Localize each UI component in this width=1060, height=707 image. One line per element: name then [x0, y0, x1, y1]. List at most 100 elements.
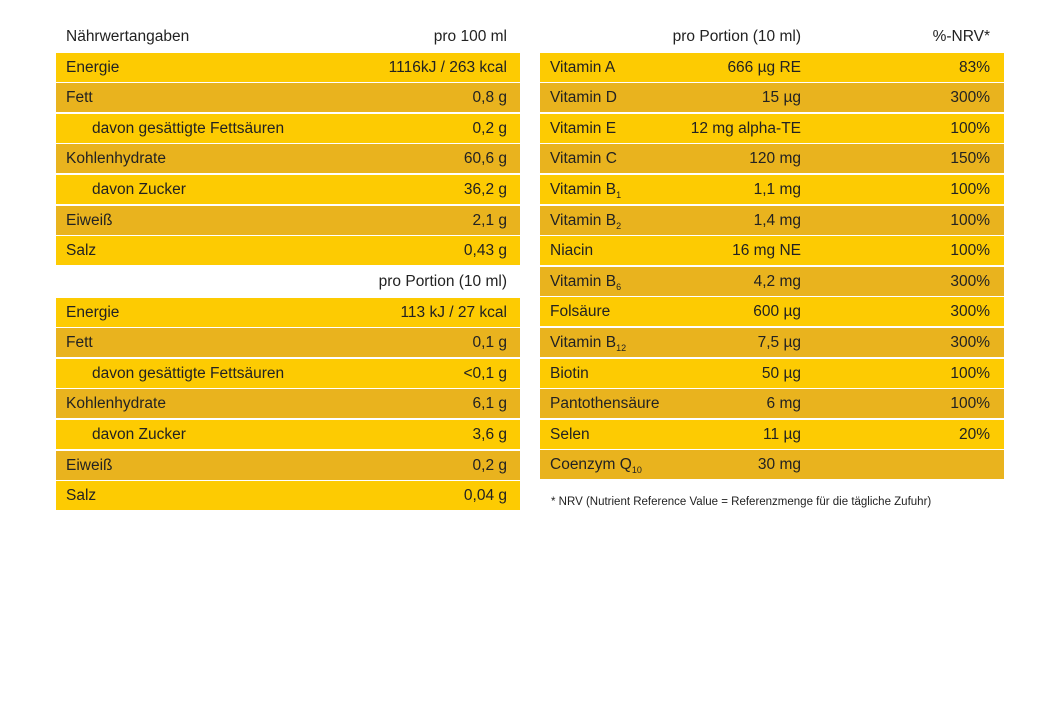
table-row: Salz 0,04 g: [56, 481, 520, 511]
vitamin-nrv: 20%: [958, 425, 990, 443]
table-row: Fett 0,8 g: [56, 83, 520, 113]
vitamin-nrv: 100%: [950, 180, 990, 198]
vitamin-nrv: 100%: [950, 211, 990, 229]
table-row: Biotin 50 µg 100%: [540, 358, 1004, 388]
row-label: Fett: [66, 334, 93, 352]
vitamin-nrv: 300%: [950, 89, 990, 107]
header-value: pro 100 ml: [433, 28, 507, 45]
vitamin-name: Vitamin A: [550, 58, 616, 76]
vitamin-amount: 120 mg: [749, 150, 801, 168]
header-label: Nährwertangaben: [66, 28, 190, 45]
row-label: Salz: [66, 487, 97, 505]
table-row: Coenzym Q10 30 mg: [540, 450, 1004, 480]
row-label: Kohlenhydrate: [66, 150, 166, 168]
vitamin-amount: 50 µg: [761, 364, 801, 382]
vitamin-amount: 4,2 mg: [753, 272, 801, 290]
vitamin-nrv: 300%: [950, 272, 990, 290]
row-label: Fett: [66, 89, 93, 107]
vitamin-subscript: 10: [631, 465, 642, 476]
table-row: davon Zucker 3,6 g: [56, 419, 520, 449]
table-row: Kohlenhydrate 60,6 g: [56, 144, 520, 174]
vitamin-amount: 1,1 mg: [753, 180, 801, 198]
row-value: 0,43 g: [463, 242, 507, 260]
vitamin-table: pro Portion (10 ml) %-NRV* Vitamin A 666 …: [540, 22, 1004, 481]
table-row: Salz 0,43 g: [56, 236, 520, 266]
row-value: 60,6 g: [463, 150, 507, 168]
row-label: davon gesättigte Fettsäuren: [92, 119, 285, 137]
row-label: davon gesättigte Fettsäuren: [92, 364, 285, 382]
header-portion: pro Portion (10 ml): [672, 28, 801, 45]
row-value: <0,1 g: [463, 364, 507, 382]
vitamin-name: Vitamin C: [550, 150, 617, 168]
row-value: 2,1 g: [472, 211, 507, 229]
vitamin-nrv: 100%: [950, 364, 990, 382]
table-row: Niacin 16 mg NE 100%: [540, 236, 1004, 266]
table-row: Vitamin B1 1,1 mg 100%: [540, 174, 1004, 204]
table-row: Vitamin B12 7,5 µg 300%: [540, 327, 1004, 357]
table-row: Eiweiß 2,1 g: [56, 205, 520, 235]
table-row: Energie 113 kJ / 27 kcal: [56, 297, 520, 327]
row-value: 3,6 g: [472, 425, 507, 443]
vitamin-name: Vitamin B12: [550, 333, 627, 353]
row-value: 0,04 g: [463, 487, 507, 505]
table-row: Selen 11 µg 20%: [540, 419, 1004, 449]
table-row: Eiweiß 0,2 g: [56, 450, 520, 480]
table-row: Vitamin C 120 mg 150%: [540, 144, 1004, 174]
vitamin-subscript: 12: [616, 342, 627, 353]
footnote: * NRV (Nutrient Reference Value = Refere…: [551, 496, 932, 508]
vitamin-amount: 12 mg alpha-TE: [690, 119, 801, 137]
table-row: Folsäure 600 µg 300%: [540, 297, 1004, 327]
row-label: Salz: [66, 242, 97, 260]
vitamin-nrv: 100%: [950, 395, 990, 413]
table-row: Kohlenhydrate 6,1 g: [56, 389, 520, 419]
vitamin-name: Vitamin B2: [550, 211, 622, 231]
row-value: 0,2 g: [472, 456, 507, 474]
vitamin-nrv: 150%: [950, 150, 990, 168]
table-row: Vitamin B6 4,2 mg 300%: [540, 266, 1004, 296]
table-header: pro Portion (10 ml): [56, 267, 520, 296]
vitamin-amount: 1,4 mg: [753, 211, 801, 229]
row-label: Eiweiß: [66, 211, 113, 229]
vitamin-name: Selen: [550, 425, 590, 443]
table-header: pro Portion (10 ml) %-NRV*: [540, 22, 1004, 51]
vitamin-amount: 11 µg: [763, 425, 801, 443]
vitamin-amount: 600 µg: [753, 303, 801, 321]
table-row: Energie 1116kJ / 263 kcal: [56, 52, 520, 82]
row-value: 0,1 g: [472, 334, 507, 352]
table-row: davon Zucker 36,2 g: [56, 174, 520, 204]
row-label: davon Zucker: [92, 180, 186, 198]
vitamin-nrv: 83%: [958, 58, 990, 76]
vitamin-subscript: 6: [616, 281, 622, 292]
row-label: Eiweiß: [66, 456, 113, 474]
table-row: davon gesättigte Fettsäuren <0,1 g: [56, 358, 520, 388]
table-row: Vitamin B2 1,4 mg 100%: [540, 205, 1004, 235]
table-row: Fett 0,1 g: [56, 328, 520, 358]
vitamin-name: Vitamin D: [550, 89, 617, 107]
table-header: Nährwertangaben pro 100 ml: [56, 22, 520, 51]
row-value: 6,1 g: [472, 395, 507, 413]
row-label: Kohlenhydrate: [66, 395, 166, 413]
vitamin-name: Vitamin E: [550, 119, 617, 137]
vitamin-nrv: 300%: [950, 333, 990, 351]
row-value: 0,8 g: [472, 89, 507, 107]
row-label: Energie: [66, 303, 120, 321]
nutrition-table-per-portion: pro Portion (10 ml) Energie 113 kJ / 27 k…: [56, 267, 520, 512]
table-row: Vitamin D 15 µg 300%: [540, 83, 1004, 113]
vitamin-nrv: 300%: [950, 303, 990, 321]
vitamin-subscript: 1: [616, 189, 622, 200]
row-label: Energie: [66, 58, 120, 76]
nutrition-table-per-100ml: Nährwertangaben pro 100 ml Energie 1116kJ…: [56, 22, 520, 267]
vitamin-amount: 6 mg: [766, 395, 801, 413]
vitamin-amount: 30 mg: [757, 456, 801, 474]
vitamin-nrv: 100%: [950, 119, 990, 137]
vitamin-nrv: 100%: [950, 242, 990, 260]
vitamin-amount: 16 mg NE: [732, 242, 801, 260]
vitamin-amount: 15 µg: [761, 89, 801, 107]
vitamin-amount: 666 µg RE: [727, 58, 801, 76]
header-value: pro Portion (10 ml): [378, 273, 507, 290]
vitamin-name: Pantothensäure: [550, 395, 660, 413]
row-value: 1116kJ / 263 kcal: [388, 58, 507, 76]
vitamin-name: Biotin: [550, 364, 589, 382]
table-row: Pantothensäure 6 mg 100%: [540, 389, 1004, 419]
table-row: Vitamin A 666 µg RE 83%: [540, 52, 1004, 82]
